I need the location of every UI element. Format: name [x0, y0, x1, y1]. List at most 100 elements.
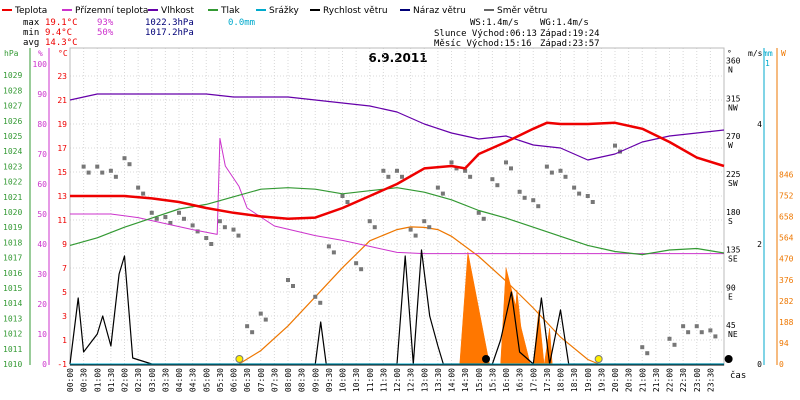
legend-label: Srážky [269, 6, 300, 16]
wind-direction-point [182, 216, 186, 221]
info-wind-speed: WS:1.4m/s [470, 18, 519, 28]
hpa-tick-label: 1029 [3, 71, 22, 80]
stats-block: max 19.1°C 93% 1022.3hPa 0.0mm min 9.4°C 50% 101… [23, 18, 255, 48]
wind-direction-point [422, 219, 427, 224]
wind-direction-point [340, 194, 345, 198]
wind-direction-point [258, 311, 263, 316]
direction-tick-compass: N [728, 66, 733, 75]
x-tick-label: 15:30 [488, 368, 497, 392]
temp-tick-label: 7 [62, 264, 67, 273]
series-temperature [70, 121, 725, 221]
hpa-tick-label: 1018 [3, 238, 22, 247]
wind-direction-point [522, 195, 527, 200]
wind-direction-point [495, 183, 500, 188]
pct-tick-label: 80 [37, 120, 47, 129]
wind-direction-point [549, 170, 554, 175]
wind-direction-point [504, 160, 508, 165]
wind-direction-point [286, 278, 290, 282]
x-tick-label: 09:00 [311, 368, 320, 392]
wind-direction-point [354, 261, 359, 266]
ms-tick-label: 0 [757, 360, 762, 369]
x-tick-label: 04:30 [189, 368, 198, 392]
direction-tick-degree: 315 [726, 94, 741, 103]
direction-tick-degree: 45 [726, 321, 736, 330]
temp-tick-label: 3 [62, 312, 67, 321]
wind-direction-point [250, 330, 255, 335]
stats-temp: 9.4°C [45, 28, 72, 38]
wind-direction-point [708, 328, 713, 333]
wind-direction-point [177, 210, 181, 215]
wind-direction-point [449, 160, 454, 165]
w-tick-label: 282 [779, 297, 794, 306]
legend-label: Vlhkost [161, 6, 194, 16]
hpa-tick-label: 1015 [3, 284, 22, 293]
hpa-tick-label: 1023 [3, 162, 22, 171]
pct-tick-label: 10 [37, 330, 47, 339]
direction-tick-degree: 360 [726, 57, 741, 66]
temp-tick-label: -1 [57, 360, 67, 369]
wind-direction-point [386, 174, 391, 179]
wind-direction-point [100, 170, 105, 175]
stats-temp: 19.1°C [45, 18, 78, 28]
hpa-tick-label: 1014 [3, 299, 22, 308]
direction-tick-degree: 270 [726, 132, 741, 141]
x-tick-label: 14:00 [448, 368, 457, 392]
wind-direction-point [413, 233, 418, 238]
wind-direction-point [149, 210, 154, 215]
direction-tick-compass: SE [728, 255, 738, 264]
series-pressure [69, 187, 725, 256]
direction-tick-degree: 225 [726, 170, 741, 179]
pct-tick-label: 60 [37, 180, 47, 189]
wind-direction-point [113, 174, 118, 179]
stats-rain: 0.0mm [228, 18, 255, 28]
wind-direction-point [694, 324, 699, 329]
wind-direction-point [563, 174, 568, 179]
wind-direction-point [313, 294, 318, 299]
wind-direction-point [345, 200, 350, 204]
temp-tick-label: 5 [62, 288, 67, 297]
plot-area [69, 47, 733, 366]
wind-direction-point [468, 174, 473, 179]
hpa-axis-label: hPa [4, 49, 19, 58]
wind-direction-point [577, 191, 582, 196]
x-tick-label: 02:30 [134, 368, 143, 392]
x-tick-label: 08:00 [284, 368, 293, 392]
x-tick-label: 22:30 [679, 368, 688, 392]
wind-direction-point [236, 233, 241, 238]
series-solar-radiation [238, 226, 599, 365]
wind-direction-point [217, 219, 222, 224]
wind-direction-point [263, 317, 268, 322]
x-tick-label: 03:30 [161, 368, 170, 392]
x-tick-label: 22:00 [666, 368, 675, 392]
direction-tick-compass: E [728, 292, 733, 301]
wind-direction-point [331, 250, 336, 255]
info-wind-gust: WG:1.4m/s [540, 18, 589, 28]
x-tick-label: 11:00 [366, 368, 375, 392]
hpa-tick-label: 1016 [3, 269, 22, 278]
wind-direction-point [463, 168, 468, 173]
wind-direction-point [122, 156, 127, 161]
x-tick-label: 16:00 [502, 368, 511, 392]
temp-tick-label: 23 [57, 72, 67, 81]
pct-tick-label: 90 [37, 90, 47, 99]
axes: hPa% °C1029102810271026102510241023102210… [3, 48, 794, 392]
wind-direction-point [204, 236, 209, 240]
direction-axis-label: ° [727, 49, 732, 58]
hpa-tick-label: 1013 [3, 314, 22, 323]
temp-tick-label: 11 [57, 216, 67, 225]
sunset-marker [594, 355, 603, 363]
legend-item-3: Vlhkost [148, 6, 194, 16]
legend-item-4: Tlak [208, 6, 241, 16]
hpa-tick-label: 1012 [3, 330, 22, 339]
stats-label: min [23, 28, 39, 38]
hpa-tick-label: 1019 [3, 223, 22, 232]
legend-label: Tlak [220, 6, 241, 16]
x-tick-label: 05:00 [202, 368, 211, 392]
wind-direction-point [108, 168, 113, 173]
chart-title: 6.9.2011 [368, 51, 427, 65]
wind-direction-point [645, 351, 650, 356]
legend-label: Rychlost větru [323, 6, 388, 16]
x-tick-label: 00:00 [66, 368, 75, 392]
sunrise-marker [235, 355, 244, 363]
info-moon-rise: Měsíc Východ:15:16 [434, 39, 532, 49]
